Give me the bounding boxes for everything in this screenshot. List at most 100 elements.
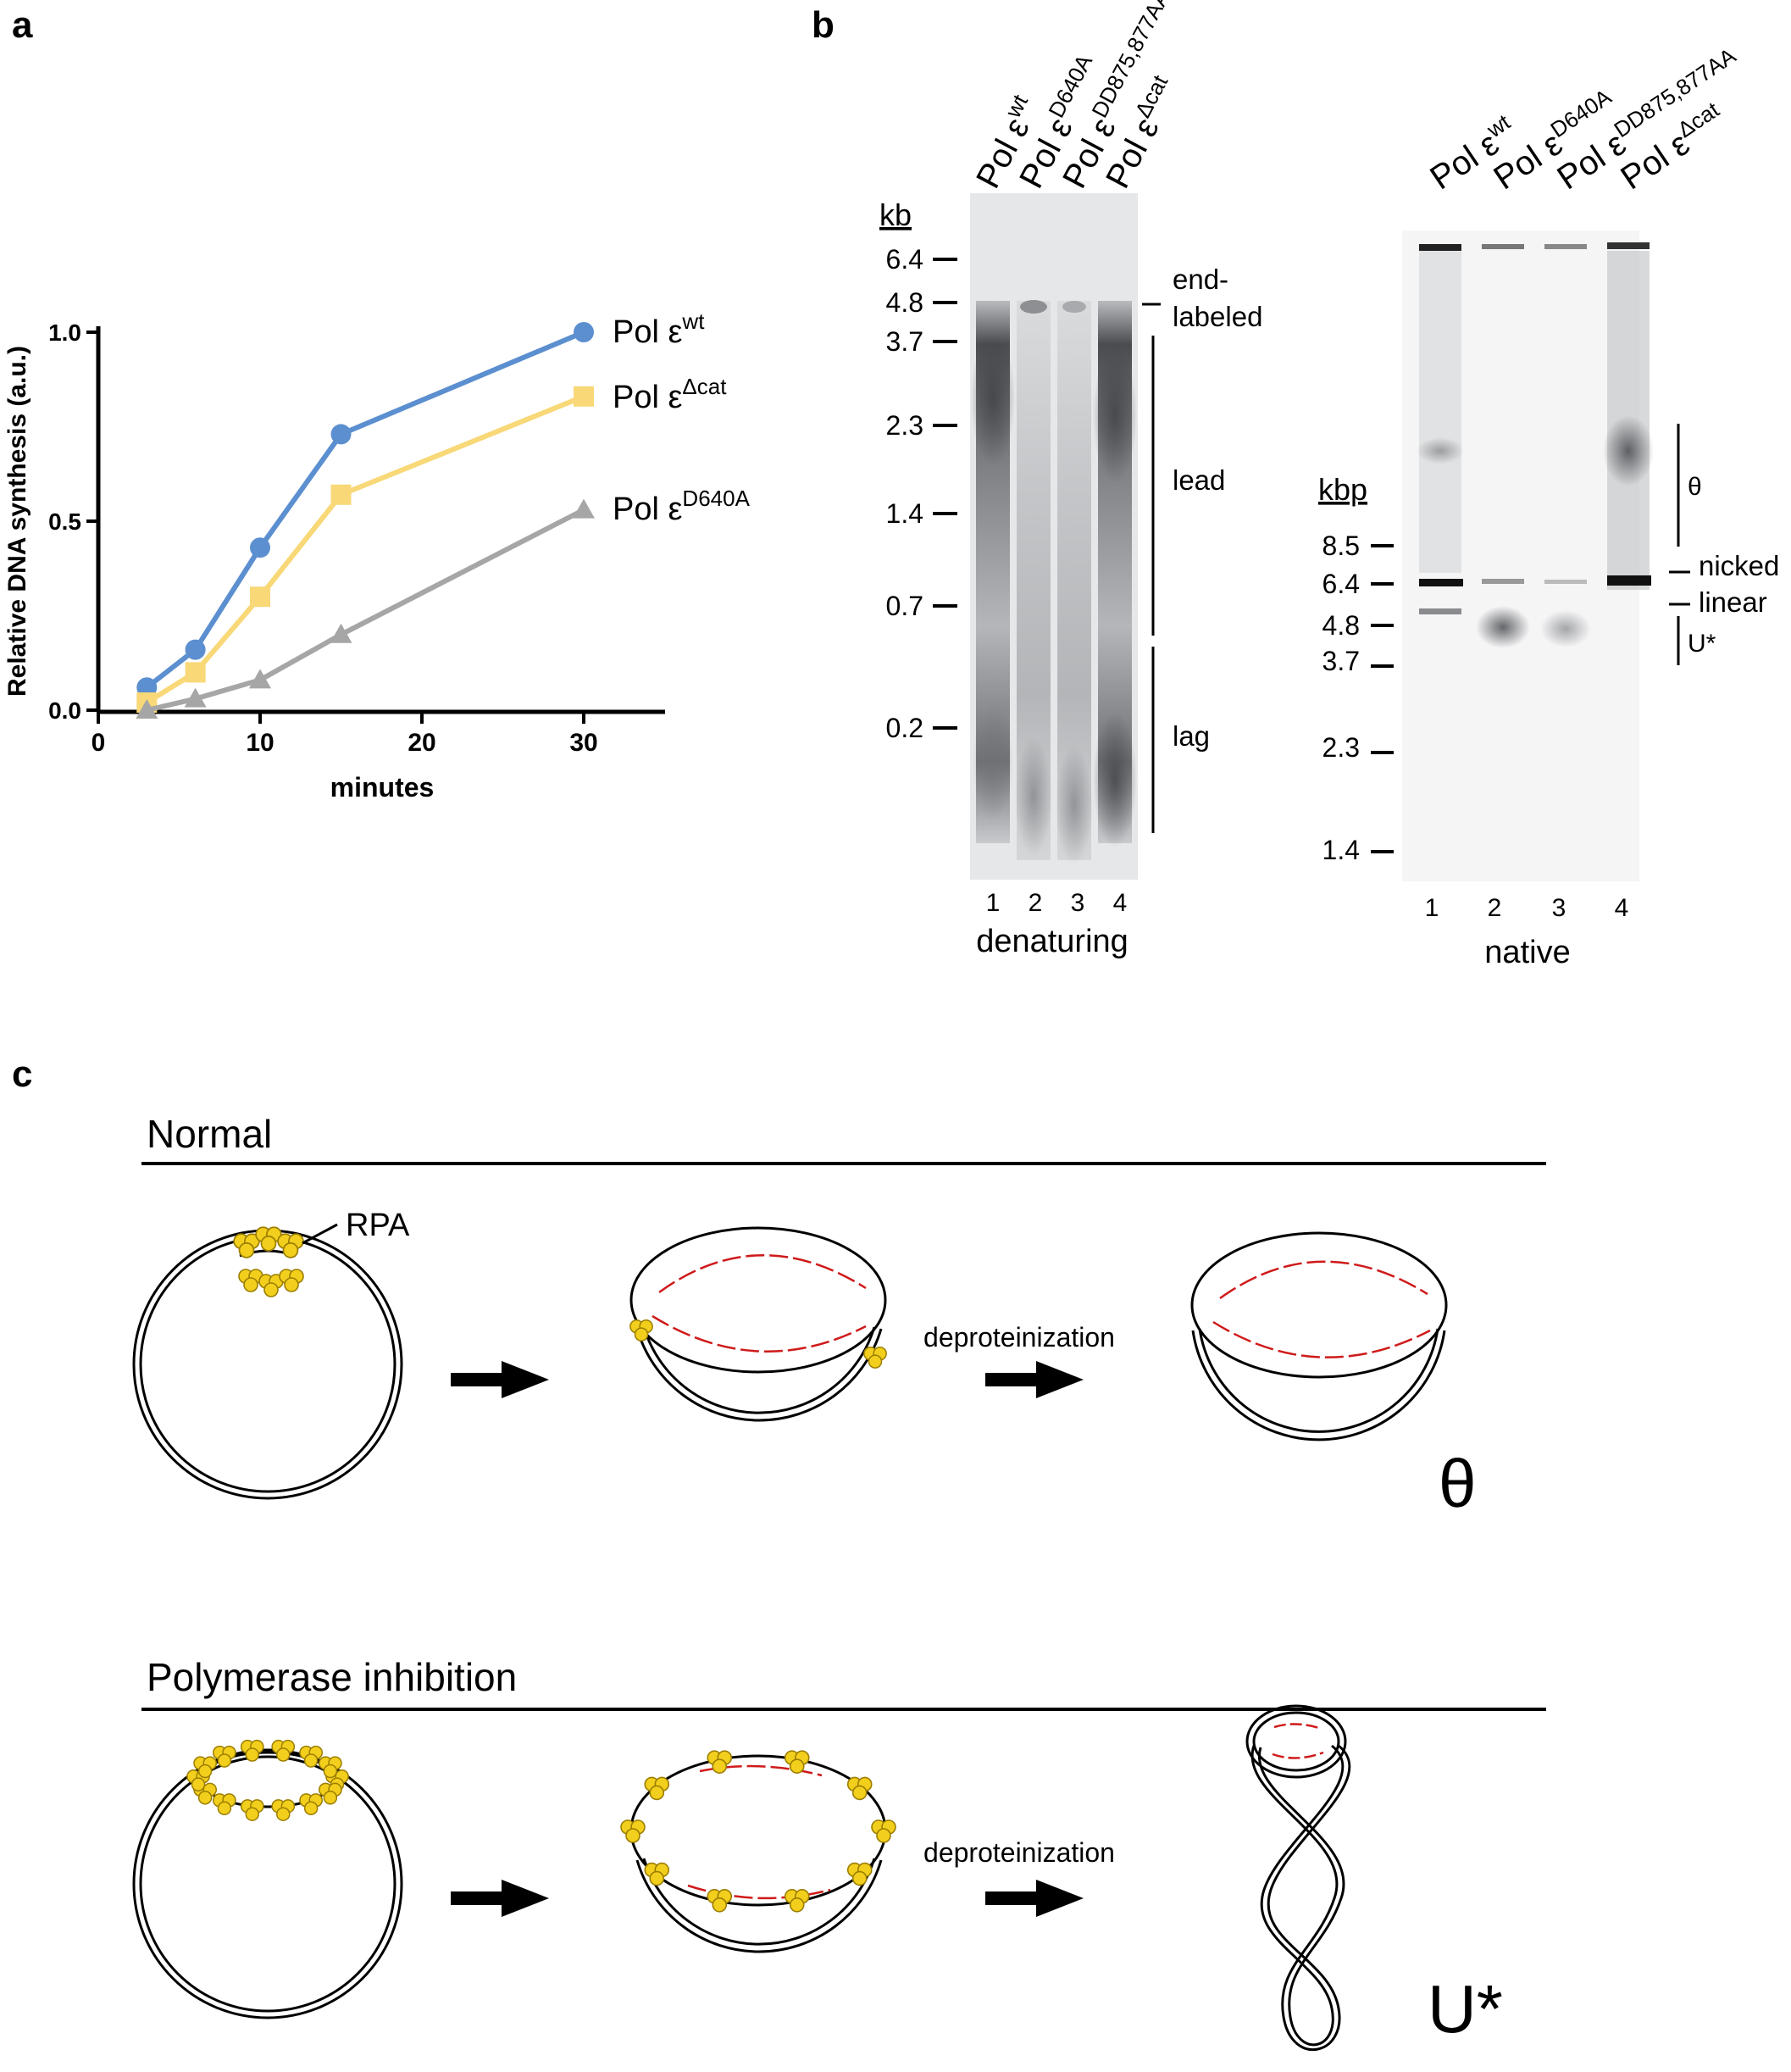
- x-axis-label: minutes: [330, 772, 435, 803]
- ustar-bubble-outer: [1245, 1704, 1347, 1779]
- data-point: [330, 424, 352, 445]
- marker-label: 3.7: [886, 326, 923, 357]
- nascent-strand-bottom: [652, 1314, 867, 1353]
- stalled-upper: [629, 1754, 887, 1907]
- marker-3.7: 3.7: [886, 326, 957, 357]
- y-axis-label: Relative DNA synthesis (a.u.): [3, 346, 31, 697]
- inhibition-title: Polymerase inhibition: [147, 1655, 517, 1699]
- panel-letter-b: b: [812, 4, 835, 46]
- rpa-protein: [846, 1776, 873, 1801]
- gel-band-endlabel-2: [1020, 300, 1047, 314]
- marker-label: 6.4: [886, 244, 923, 275]
- data-point: [185, 662, 206, 683]
- plasmid-inner: [139, 1755, 396, 2013]
- native-theta-1: [1417, 437, 1464, 464]
- data-point: [250, 537, 270, 558]
- x-tick-label-30: 30: [569, 729, 597, 757]
- native-marker-6.4: 6.4: [1322, 569, 1394, 599]
- x-tick-label-10: 10: [246, 729, 274, 757]
- series-1: [136, 386, 594, 714]
- rpa-protein: [871, 1819, 896, 1843]
- legend-entry-dcat: Pol εΔcat: [613, 374, 727, 415]
- series-line: [145, 394, 585, 705]
- native-gel: [1402, 231, 1654, 881]
- legend: Pol ε wt Pol εΔcat Pol εD640A: [613, 308, 751, 527]
- native-lane-1-smear: [1419, 251, 1461, 573]
- native-annotations: θ nicked linear U*: [1669, 424, 1779, 665]
- theta-upper: [1190, 1231, 1448, 1379]
- stalled-lower-inner: [642, 1858, 876, 1946]
- ustar-nascent-top: [1273, 1723, 1322, 1730]
- rpa-protein: [620, 1819, 646, 1843]
- panel-a-chart: 0.0 0.5 1.0 0 10 20 30 minutes Relative …: [3, 308, 751, 803]
- legend-sup-d640a: D640A: [682, 486, 750, 511]
- denaturing-annotations: end- labeled lead lag: [1142, 264, 1262, 833]
- ustar-nascent-bottom: [1272, 1751, 1324, 1759]
- rpa-protein: [255, 1226, 282, 1252]
- legend-entry-d640a: Pol εD640A: [613, 486, 751, 527]
- rpa-protein: [233, 1233, 260, 1258]
- data-point: [136, 699, 158, 719]
- replicated-upper: [629, 1226, 887, 1374]
- native-well-2: [1482, 244, 1524, 249]
- normal-step3-theta: [1190, 1231, 1448, 1442]
- data-point: [250, 586, 270, 608]
- theta-label: θ: [1688, 473, 1702, 501]
- marker-label: 0.7: [886, 591, 923, 621]
- normal-step-label: deproteinization: [923, 1322, 1115, 1353]
- theta-nascent-top: [1219, 1260, 1428, 1300]
- gel-smear-lag-4: [1093, 712, 1137, 847]
- plasmid-outer: [132, 1748, 403, 2019]
- inhibition-step2-stalled: [620, 1750, 896, 1953]
- gel-smear-lag-1: [973, 703, 1013, 822]
- denaturing-lane-numbers: 1 2 3 4: [986, 889, 1128, 917]
- native-well-3: [1544, 244, 1587, 249]
- panel-b: Pol εwt Pol εD640A Pol εDD875,877AA Pol …: [879, 0, 1779, 970]
- native-lane-numbers: 1 2 3 4: [1425, 894, 1629, 922]
- gel-band-endlabel-3: [1062, 301, 1086, 313]
- gel-smear-lag-2: [1015, 737, 1052, 856]
- marker-label: 8.5: [1322, 530, 1360, 561]
- marker-label: 2.3: [886, 410, 923, 441]
- lane-number-1: 1: [986, 889, 1001, 917]
- rpa-protein: [279, 1269, 304, 1292]
- native-ustar-3: [1540, 610, 1591, 647]
- theta-lower-outer: [1191, 1330, 1446, 1442]
- lane-number-2: 2: [1029, 889, 1043, 917]
- native-marker-2.3: 2.3: [1322, 732, 1394, 763]
- marker-2.3: 2.3: [886, 410, 957, 441]
- ustar-bubble-inner: [1252, 1711, 1340, 1772]
- native-marker-8.5: 8.5: [1322, 530, 1394, 561]
- data-point: [574, 386, 594, 407]
- native-markers: kbp 8.5 6.4 4.8 3.7 2.3 1.4: [1318, 472, 1394, 865]
- native-theta-4: [1603, 415, 1654, 486]
- native-marker-3.7: 3.7: [1322, 646, 1394, 676]
- data-point: [330, 484, 352, 505]
- rpa-label: RPA: [346, 1208, 410, 1243]
- native-well-1: [1419, 244, 1461, 251]
- native-unit: kbp: [1318, 472, 1367, 507]
- panel-c: Normal RPA deproteinization: [132, 1112, 1546, 2052]
- marker-label: 0.2: [886, 713, 923, 743]
- x-tick-label-0: 0: [91, 729, 106, 757]
- series-0: [136, 322, 594, 698]
- stalled-lower-outer: [635, 1859, 883, 1953]
- native-nicked-1: [1419, 579, 1463, 586]
- native-well-4: [1607, 242, 1650, 249]
- native-lane-headers: Pol εwt Pol εD640A Pol εDD875,877AA Pol …: [1423, 42, 1740, 197]
- inhibition-arrow-1: [451, 1880, 549, 1917]
- lane-header-4-sup: Δcat: [1129, 70, 1173, 122]
- legend-prefix-d640a: Pol ε: [613, 492, 682, 527]
- denaturing-caption: denaturing: [976, 924, 1128, 959]
- data-point: [249, 669, 271, 689]
- marker-1.4: 1.4: [886, 498, 957, 529]
- normal-arrow-1: [451, 1361, 549, 1398]
- rpa-protein: [299, 1793, 324, 1816]
- marker-0.7: 0.7: [886, 591, 957, 621]
- rpa-protein: [784, 1888, 810, 1913]
- series-line: [145, 330, 585, 690]
- legend-sup-wt: wt: [681, 308, 705, 334]
- marker-label: 2.3: [1322, 732, 1360, 763]
- normal-step1-plasmid: RPA: [132, 1208, 410, 1500]
